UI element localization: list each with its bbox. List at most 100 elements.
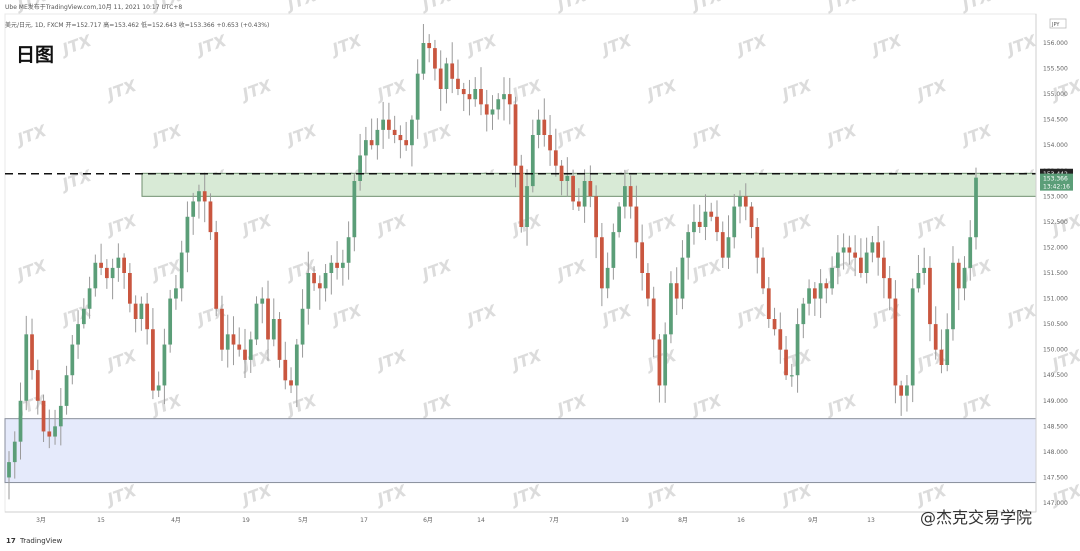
watermark-mark: JTX (282, 121, 319, 150)
candle-body (208, 201, 213, 233)
watermark-mark: JTX (417, 391, 454, 420)
price-tick-label: 147.000 (1043, 500, 1068, 507)
candle-body (12, 441, 17, 463)
candle-body (24, 334, 29, 401)
watermark-mark: JTX (327, 301, 364, 330)
candle-body (479, 89, 483, 105)
candle-body (122, 257, 126, 273)
candle-body (76, 324, 80, 345)
price-tick-label: 153.000 (1043, 193, 1068, 200)
candle-body (294, 344, 299, 386)
candle-body (7, 462, 11, 478)
candle-body (738, 196, 742, 207)
price-tick-label: 154.500 (1043, 117, 1068, 124)
candle-body (847, 247, 852, 253)
price-tick-label: 156.000 (1043, 40, 1068, 47)
candle-body (956, 262, 961, 289)
candle-body (358, 155, 362, 181)
price-tick-label: 147.500 (1043, 474, 1068, 481)
watermark-mark: JTX (867, 31, 904, 60)
watermark-mark: JTX (687, 0, 724, 15)
candle-body (530, 135, 535, 187)
candle-body (703, 211, 708, 227)
candle-body (893, 298, 898, 386)
candle-body (58, 405, 63, 427)
candle-body (876, 242, 881, 258)
candlestick-series (7, 23, 978, 500)
candle-body (761, 257, 765, 289)
candle-body (116, 257, 121, 268)
watermark-mark: JTX (102, 481, 139, 510)
candle-body (548, 135, 552, 151)
candle-body (933, 324, 938, 350)
watermark-mark: JTX (867, 301, 904, 330)
candle-body (484, 104, 489, 115)
watermark-mark: JTX (687, 256, 724, 285)
price-tick-label: 149.500 (1043, 372, 1068, 379)
watermark-mark: JTX (642, 76, 679, 105)
watermark-mark: JTX (552, 121, 589, 150)
last-price-label: 153.366 (1043, 176, 1068, 183)
watermark-mark: JTX (957, 0, 994, 15)
watermark-mark: JTX (822, 256, 859, 285)
candle-body (646, 273, 650, 299)
candle-body (151, 329, 155, 391)
watermark-mark: JTX (12, 121, 49, 150)
watermark-mark: JTX (462, 301, 499, 330)
candle-body (197, 191, 201, 202)
candle-body (951, 262, 955, 330)
candle-body (444, 63, 449, 89)
candle-body (260, 298, 265, 304)
candle-body (18, 400, 23, 442)
candle-body (191, 201, 196, 217)
candle-body (145, 303, 150, 330)
watermark-mark: JTX (192, 31, 229, 60)
candle-body (720, 232, 725, 258)
candle-body (381, 119, 386, 130)
candle-body (363, 140, 368, 156)
price-tick-label: 152.500 (1043, 219, 1068, 226)
candle-body (628, 186, 633, 207)
candle-body (179, 252, 184, 289)
candle-body (162, 344, 167, 386)
watermark-mark: JTX (1002, 301, 1039, 330)
candle-body (156, 385, 161, 391)
watermark-mark: JTX (462, 31, 499, 60)
tradingview-brand[interactable]: 17 TradingView (6, 537, 62, 545)
currency-badge-label: JPY (1051, 22, 1060, 28)
candle-body (818, 283, 823, 299)
candle-body (605, 267, 610, 289)
candle-body (64, 375, 69, 406)
candle-body (220, 308, 224, 350)
watermark-mark: JTX (552, 0, 589, 15)
watermark-mark: JTX (102, 76, 139, 105)
candle-body (398, 135, 403, 141)
symbol-ohlc-line: 美元/日元, 1D, FXCM 开=152.717 高=153.462 低=15… (5, 22, 270, 29)
candle-body (283, 359, 288, 381)
candle-body (542, 119, 547, 135)
candle-body (410, 119, 414, 146)
candle-body (651, 298, 656, 340)
candle-body (916, 273, 921, 289)
candle-body (553, 150, 558, 166)
candle-body (801, 303, 806, 325)
candle-body (674, 283, 679, 299)
candle-body (830, 267, 834, 289)
candle-body (640, 242, 645, 273)
watermark-mark: JTX (777, 211, 814, 240)
watermark-mark: JTX (237, 346, 274, 375)
candle-body (853, 252, 857, 258)
time-axis[interactable]: 3月 15 4月 19 5月 17 6月 14 7月 19 8月 16 9月 13 (5, 511, 1036, 524)
candle-body (289, 380, 293, 386)
time-tick-label: 19 (621, 517, 629, 524)
candle-body (277, 319, 282, 360)
time-tick-label: 14 (477, 517, 485, 524)
watermark-mark: JTX (732, 301, 769, 330)
watermark-mark: JTX (507, 76, 544, 105)
candle-body (306, 273, 311, 309)
watermark-mark: JTX (597, 301, 634, 330)
candle-body (835, 252, 840, 268)
timeframe-label: 日图 (16, 44, 55, 66)
